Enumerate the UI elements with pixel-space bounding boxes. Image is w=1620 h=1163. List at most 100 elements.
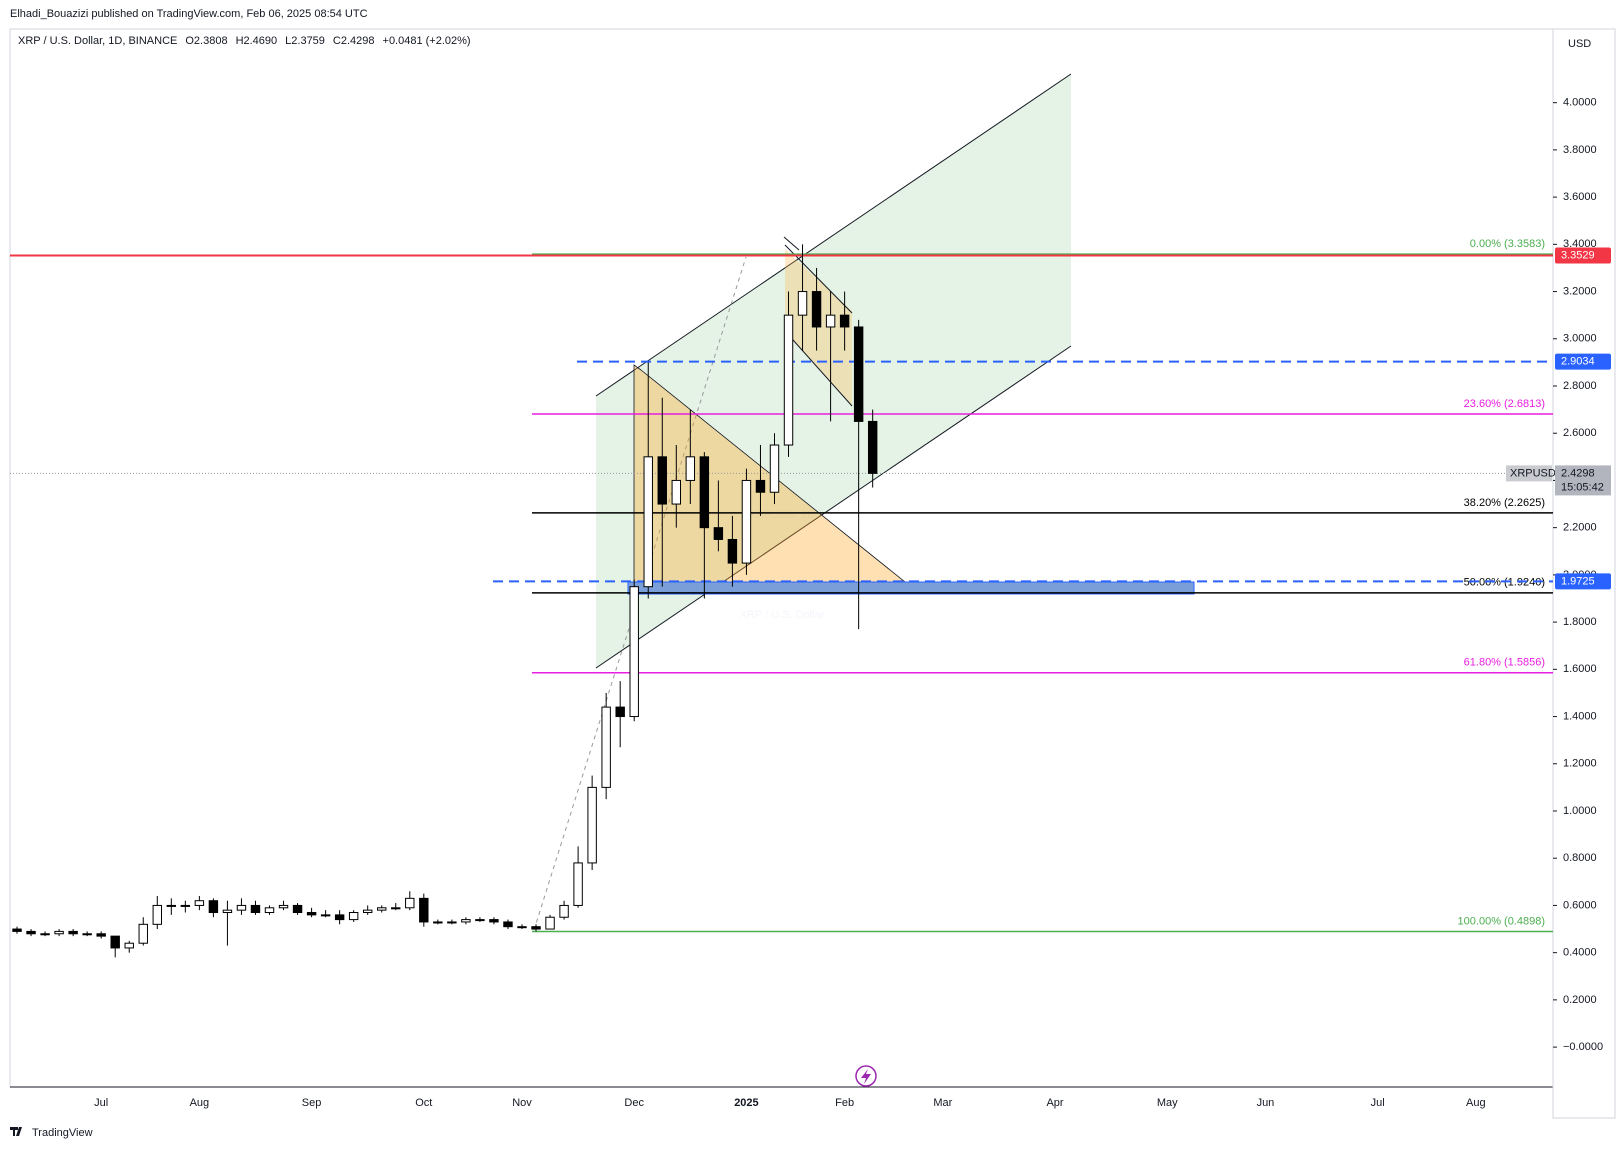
y-tick-label: −0.0000 [1563, 1041, 1603, 1053]
candle-body [12, 928, 22, 932]
watermark: XRPUSD, 1D XRP / U.S. Dollar [740, 509, 825, 621]
y-tick-label: 0.6000 [1563, 899, 1597, 911]
y-tick-label: 1.0000 [1563, 805, 1597, 817]
y-tick-label: 3.6000 [1563, 191, 1597, 203]
candle-body [825, 314, 836, 328]
current-price-tag [1555, 465, 1611, 496]
channel-upper [595, 73, 1072, 397]
currency[interactable]: USD [1568, 38, 1591, 50]
fib-label: 38.20% (2.2625) [1464, 497, 1545, 509]
y-tick-label: 1.6000 [1563, 663, 1597, 675]
candle-body [194, 900, 205, 906]
byline: Elhadi_Bouazizi published on TradingView… [10, 8, 368, 20]
candle-body [755, 479, 766, 493]
y-tick-label: 3.4000 [1563, 238, 1597, 250]
candle-body [531, 926, 541, 930]
y-tick-label: 4.0000 [1563, 97, 1597, 109]
candle-body [110, 935, 120, 949]
channel-fill [596, 74, 1071, 668]
candle-body [559, 904, 569, 918]
fib-label: 0.00% (3.3583) [1470, 238, 1545, 250]
candle-body [208, 900, 219, 914]
axes: −0.0000 0.2000 0.4000 0.6000 0.8000 1.0000 1.2… [94, 97, 1611, 1109]
symbol-tag-label: XRPUSD [1510, 467, 1556, 479]
y-tick-label: 1.2000 [1563, 758, 1597, 770]
candle-body [124, 942, 134, 949]
candle-body [629, 586, 639, 718]
legend-symbol: XRP / U.S. Dollar, 1D, BINANCE [18, 35, 177, 47]
candle-body [292, 904, 303, 914]
candle-body [391, 907, 401, 910]
candle-body [545, 916, 555, 930]
candle-body [643, 456, 653, 588]
legend-ohlc: O2.3808 [185, 35, 227, 47]
candle-body [82, 933, 92, 936]
price-tag [1555, 247, 1611, 264]
candle-body [447, 921, 457, 924]
candle-body [587, 786, 597, 864]
candle-body [867, 420, 878, 474]
x-tick-label: Mar [933, 1097, 952, 1109]
candle-body [475, 919, 485, 922]
candle-body [517, 926, 527, 929]
candle-body [348, 912, 359, 921]
candle-body [250, 904, 261, 914]
candle-body [741, 479, 752, 564]
price-tag-label: 1.9725 [1561, 575, 1595, 587]
candle-body [166, 904, 177, 907]
candle-body [152, 904, 162, 925]
candle-body [306, 912, 317, 916]
y-tick-label: 0.2000 [1563, 994, 1597, 1006]
legend-ohlc: C2.4298 [333, 35, 375, 47]
flag-lower [784, 330, 853, 407]
candle-body [657, 456, 667, 505]
legend: XRP / U.S. Dollar, 1D, BINANCE O2.3808 H2.… [18, 35, 471, 47]
candle-body [811, 291, 822, 328]
candle-body [54, 930, 64, 935]
candle-body [573, 862, 583, 906]
price-axis-frame [1552, 28, 1616, 1119]
fib-label: 50.00% (1.9240) [1464, 577, 1545, 589]
price-tag-label: 2.9034 [1561, 355, 1595, 367]
candle-body [713, 527, 724, 540]
candle-body [96, 933, 106, 937]
legend-ohlc: H2.4690 [236, 35, 278, 47]
lightning-icon[interactable] [855, 1065, 877, 1087]
candle-body [320, 914, 331, 917]
icon-bolt [861, 1069, 871, 1084]
candle-body [489, 919, 499, 923]
x-tick-label: Sep [302, 1097, 322, 1109]
candle-body [264, 907, 275, 914]
candle-body [222, 909, 233, 914]
candle-body [797, 291, 808, 316]
y-tick-label: 0.8000 [1563, 852, 1597, 864]
candle-body [615, 706, 625, 718]
candle-body [839, 314, 850, 328]
channel-lower [595, 345, 1072, 669]
watermark-sub: XRP / U.S. Dollar [740, 609, 825, 621]
candle-body [180, 904, 191, 907]
current-price-label: 2.4298 [1561, 467, 1595, 479]
y-tick-label: 2.6000 [1563, 427, 1597, 439]
candle-body [433, 921, 443, 924]
candle-body [419, 897, 429, 923]
footer-text: TradingView [32, 1127, 93, 1139]
y-tick-label: 1.4000 [1563, 710, 1597, 722]
candle-body [461, 919, 471, 923]
x-tick-label: Nov [512, 1097, 532, 1109]
symbol-tag [1506, 465, 1552, 482]
x-tick-label: 2025 [734, 1097, 758, 1109]
x-tick-label: Feb [835, 1097, 854, 1109]
x-tick-label: Aug [190, 1097, 210, 1109]
x-tick-label: Dec [624, 1097, 644, 1109]
footer-logo[interactable]: TradingView [10, 1127, 93, 1139]
candle-body [685, 456, 696, 481]
legend-ohlc: L2.3759 [285, 35, 325, 47]
candle-body [362, 909, 373, 914]
candle-body [853, 326, 864, 422]
y-tick-label: 2.2000 [1563, 522, 1597, 534]
candle-body [503, 921, 513, 928]
